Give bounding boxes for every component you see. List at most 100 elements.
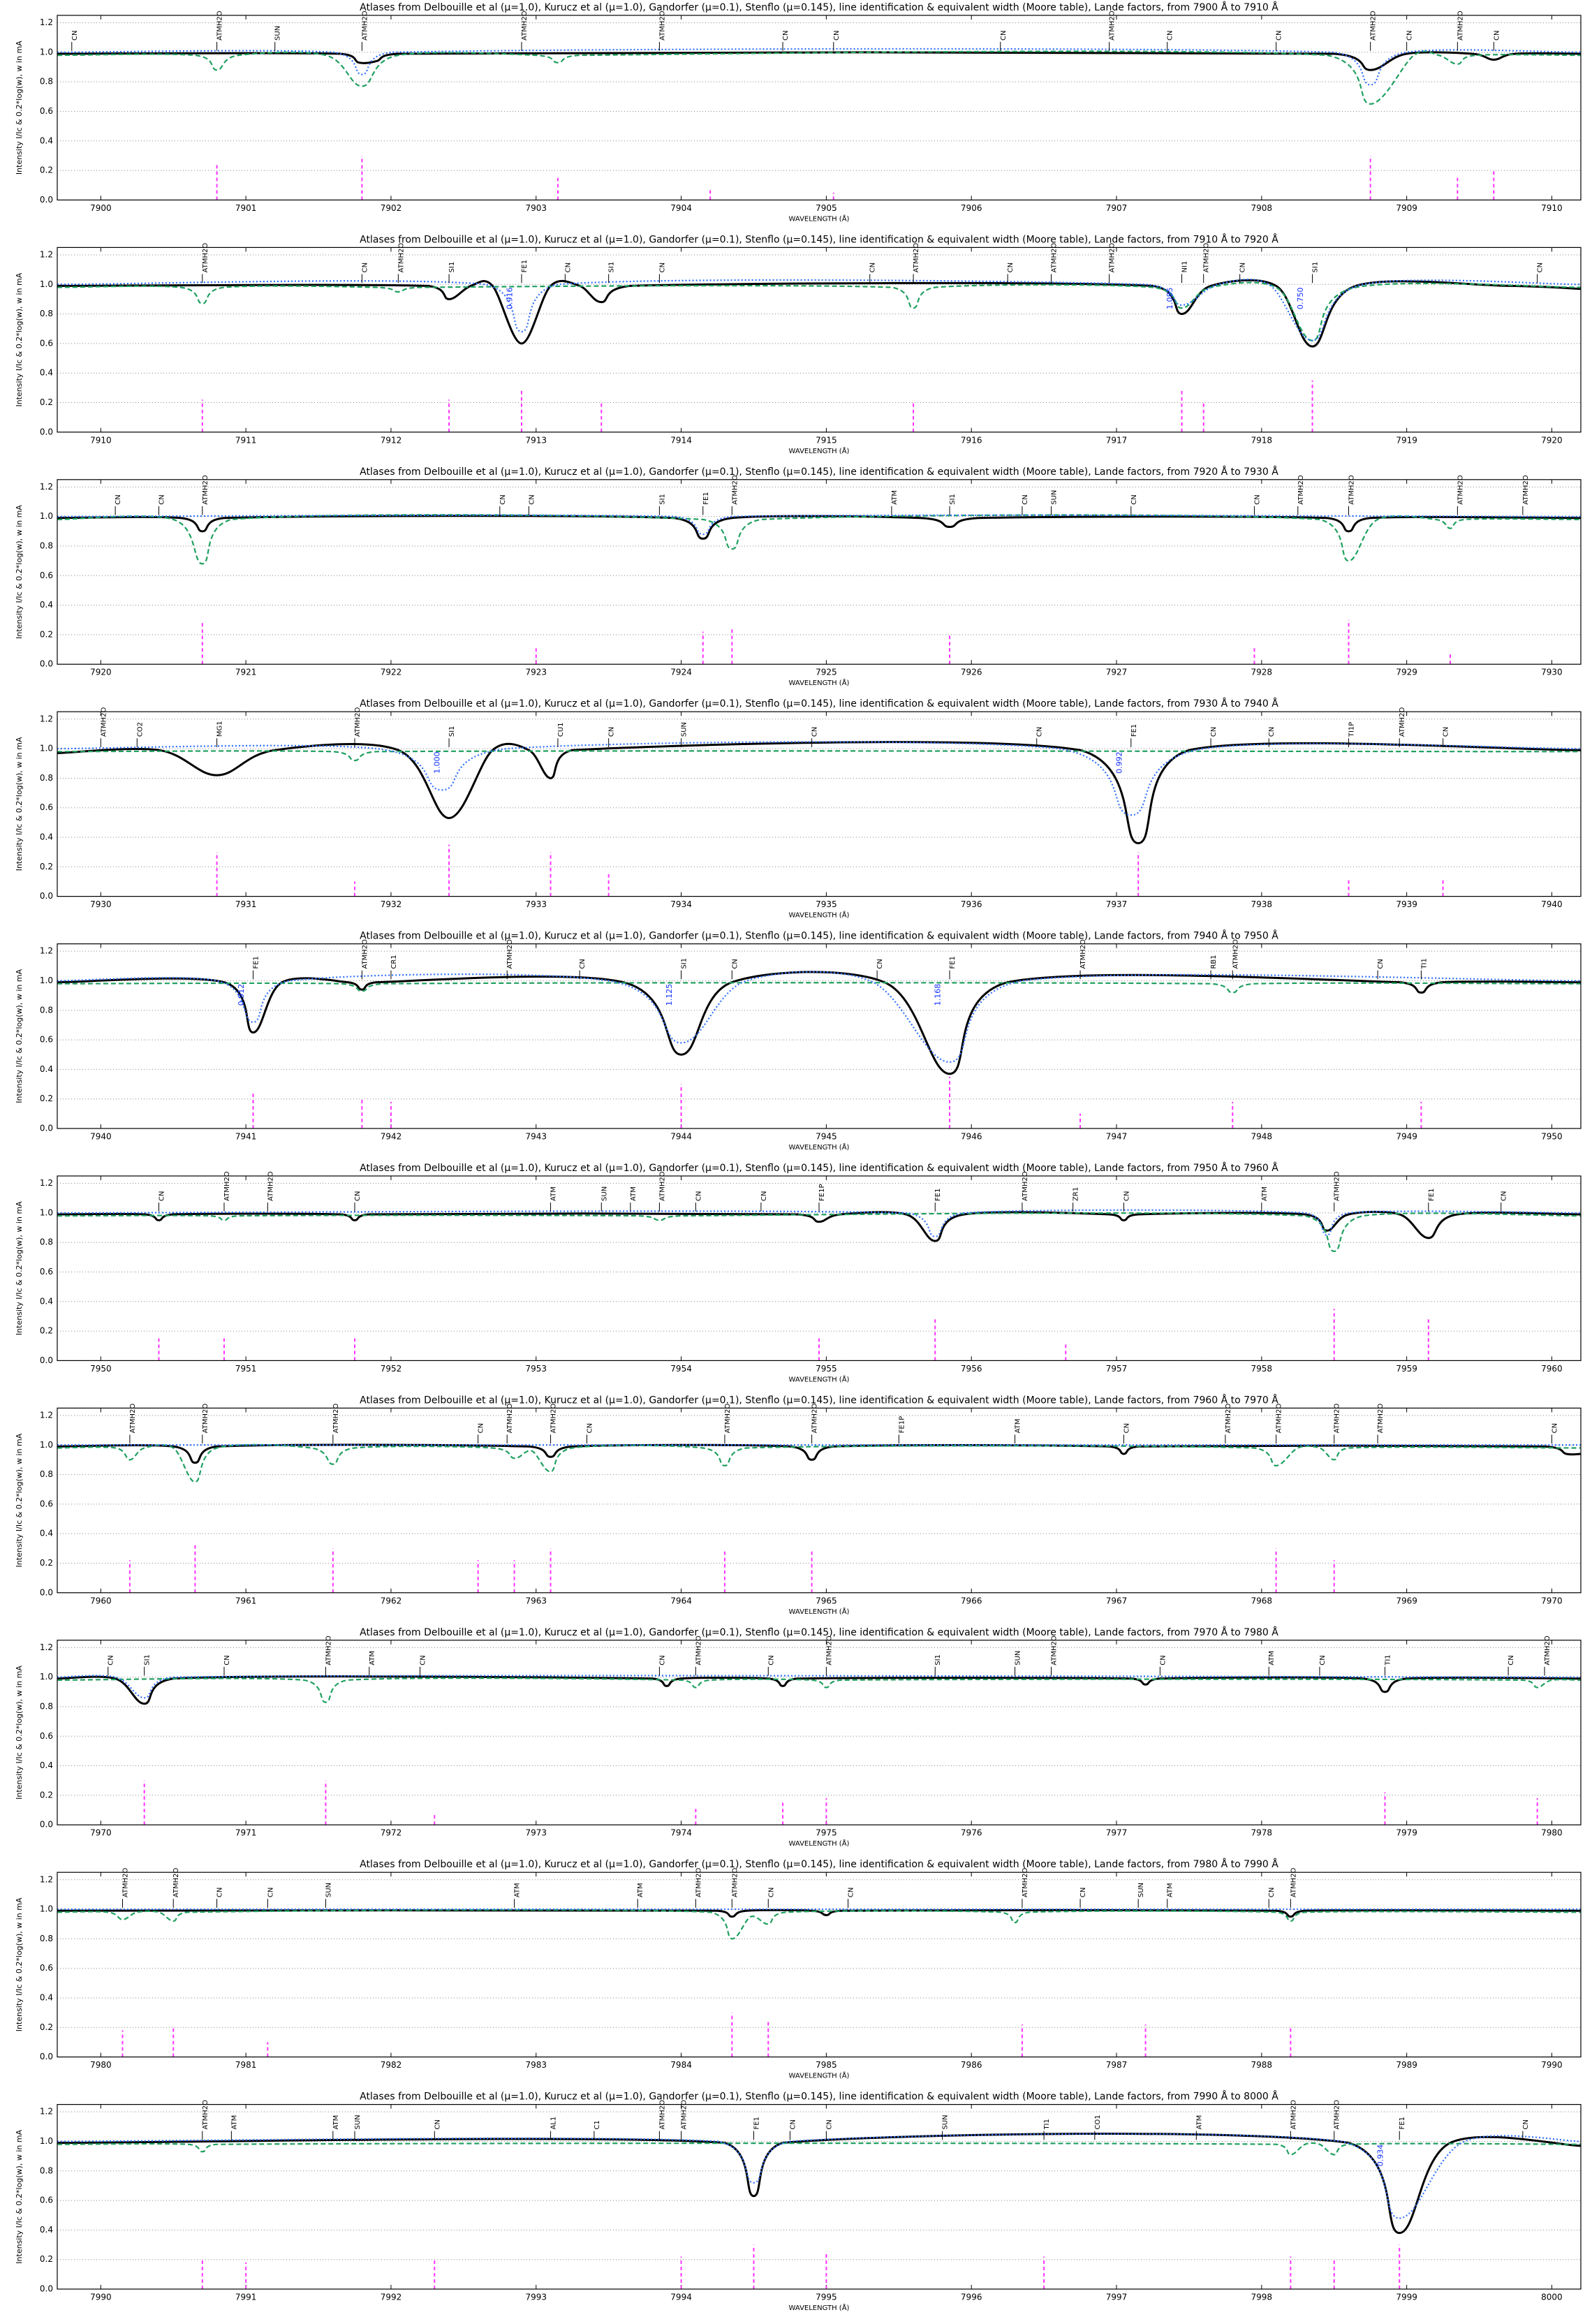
x-tick-label: 7928 xyxy=(1251,668,1273,677)
line-id-label: CN xyxy=(499,494,507,504)
line-id-label: ATMH2O xyxy=(129,1404,137,1434)
y-tick-label: 0.0 xyxy=(40,891,53,901)
x-tick-label: 7954 xyxy=(670,1364,692,1374)
y-tick-label: 0.4 xyxy=(40,1296,53,1306)
line-id-label: CU1 xyxy=(557,722,565,737)
x-tick-label: 7910 xyxy=(1541,203,1563,213)
line-id-label: ATMH2O xyxy=(223,1171,231,1201)
x-tick-label: 7986 xyxy=(961,2060,982,2070)
line-id-label: SI1 xyxy=(658,494,666,505)
line-id-label: CN xyxy=(158,1191,165,1200)
line-id-label: CN xyxy=(158,494,165,504)
line-id-label: ATMH2O xyxy=(267,1171,274,1201)
line-id-label: FE1 xyxy=(1428,1189,1436,1201)
chart-title: Atlases from Delbouille et al (μ=1.0), K… xyxy=(360,1162,1278,1174)
y-tick-label: 0.2 xyxy=(40,2022,53,2032)
line-id-label: ATMH2O xyxy=(361,10,369,41)
x-tick-label: 7980 xyxy=(90,2060,112,2070)
x-tick-label: 7957 xyxy=(1106,1364,1128,1374)
chart-title: Atlases from Delbouille et al (μ=1.0), K… xyxy=(360,1626,1278,1638)
line-id-label: ATMH2O xyxy=(825,1635,833,1665)
x-tick-label: 7992 xyxy=(381,2293,402,2302)
line-id-label: CN xyxy=(695,1191,702,1200)
x-tick-label: 7904 xyxy=(670,203,692,213)
line-id-label: TI1 xyxy=(1420,958,1428,969)
line-id-label: ATM xyxy=(1268,1651,1276,1665)
line-id-label: SUN xyxy=(354,2115,362,2129)
line-id-label: CN xyxy=(1167,30,1174,40)
line-id-label: FE1 xyxy=(1130,724,1138,737)
x-tick-label: 7934 xyxy=(670,899,692,909)
line-id-label: SI1 xyxy=(934,1654,942,1665)
spectrum-line xyxy=(57,514,1582,536)
x-tick-label: 7910 xyxy=(90,435,112,445)
x-tick-label: 7960 xyxy=(1541,1364,1563,1374)
spectrum-line xyxy=(57,47,1582,86)
line-id-label: ATM xyxy=(630,1186,637,1201)
y-tick-label: 1.0 xyxy=(40,1207,53,1217)
chart-title: Atlases from Delbouille et al (μ=1.0), K… xyxy=(360,466,1278,478)
spectrum-line xyxy=(57,2133,1582,2219)
line-id-label: SI1 xyxy=(144,1654,152,1665)
x-tick-label: 7993 xyxy=(525,2293,547,2302)
x-tick-label: 7925 xyxy=(816,668,837,677)
spectrum-line xyxy=(57,741,1582,816)
x-axis-label: WAVELENGTH (Å) xyxy=(789,911,850,920)
line-id-label: CN xyxy=(1406,30,1414,40)
x-tick-label: 7926 xyxy=(961,668,982,677)
line-id-label: CN xyxy=(1537,263,1545,272)
line-id-label: CN xyxy=(478,1423,485,1433)
x-tick-label: 7920 xyxy=(1541,435,1563,445)
line-id-label: ATMH2O xyxy=(1370,10,1378,41)
x-axis-label: WAVELENGTH (Å) xyxy=(789,1374,850,1383)
line-id-label: C1 xyxy=(594,2120,601,2129)
lande-factor: 0.934 xyxy=(1376,2145,1385,2167)
line-id-label: ATMH2O xyxy=(811,1404,819,1434)
x-tick-label: 7994 xyxy=(670,2293,692,2302)
line-id-label: FE1 xyxy=(934,1189,942,1201)
line-id-label: ATMH2O xyxy=(695,1867,702,1897)
line-id-label: CN xyxy=(833,30,841,40)
x-tick-label: 7914 xyxy=(670,435,692,445)
x-axis-label: WAVELENGTH (Å) xyxy=(789,2303,850,2312)
y-tick-label: 0.8 xyxy=(40,2165,53,2175)
x-tick-label: 7965 xyxy=(816,1596,837,1605)
x-tick-label: 7946 xyxy=(961,1132,982,1142)
line-id-label: ATMH2O xyxy=(1297,475,1305,505)
y-tick-label: 0.6 xyxy=(40,1499,53,1508)
x-tick-label: 7949 xyxy=(1396,1132,1417,1142)
line-id-label: ATMH2O xyxy=(658,1171,666,1201)
x-tick-label: 7953 xyxy=(525,1364,547,1374)
line-id-label: ATMH2O xyxy=(1399,707,1406,737)
x-tick-label: 7923 xyxy=(525,668,547,677)
y-tick-label: 0.2 xyxy=(40,166,53,175)
line-id-label: CN xyxy=(1007,263,1015,272)
x-tick-label: 7918 xyxy=(1251,435,1273,445)
line-id-label: ATMH2O xyxy=(1109,243,1116,273)
line-id-label: CN xyxy=(1210,727,1218,737)
line-id-label: FE1 xyxy=(1399,2117,1406,2129)
line-id-label: ATMH2O xyxy=(397,243,405,273)
line-id-label: CN xyxy=(587,1423,594,1433)
x-tick-label: 7980 xyxy=(1541,1828,1563,1838)
line-id-label: CN xyxy=(361,263,369,272)
x-tick-label: 7998 xyxy=(1251,2293,1273,2302)
x-tick-label: 7908 xyxy=(1251,203,1273,213)
x-tick-label: 7937 xyxy=(1106,899,1128,909)
x-tick-label: 7956 xyxy=(961,1364,982,1374)
plot-frame xyxy=(57,1640,1582,1825)
plot-frame xyxy=(57,2104,1582,2290)
plot-frame xyxy=(57,15,1582,200)
panel: Atlases from Delbouille et al (μ=1.0), K… xyxy=(15,1858,1582,2080)
line-id-label: ATMH2O xyxy=(100,707,108,737)
spectrum-line xyxy=(57,51,1582,71)
y-tick-label: 0.0 xyxy=(40,1587,53,1597)
panel: Atlases from Delbouille et al (μ=1.0), K… xyxy=(15,1626,1582,1848)
x-tick-label: 7922 xyxy=(381,668,402,677)
x-tick-label: 7907 xyxy=(1106,203,1128,213)
x-tick-label: 7970 xyxy=(90,1828,112,1838)
line-id-label: CN xyxy=(434,2119,441,2129)
spectrum-line xyxy=(57,279,1582,341)
line-id-label: CN xyxy=(1022,494,1029,504)
